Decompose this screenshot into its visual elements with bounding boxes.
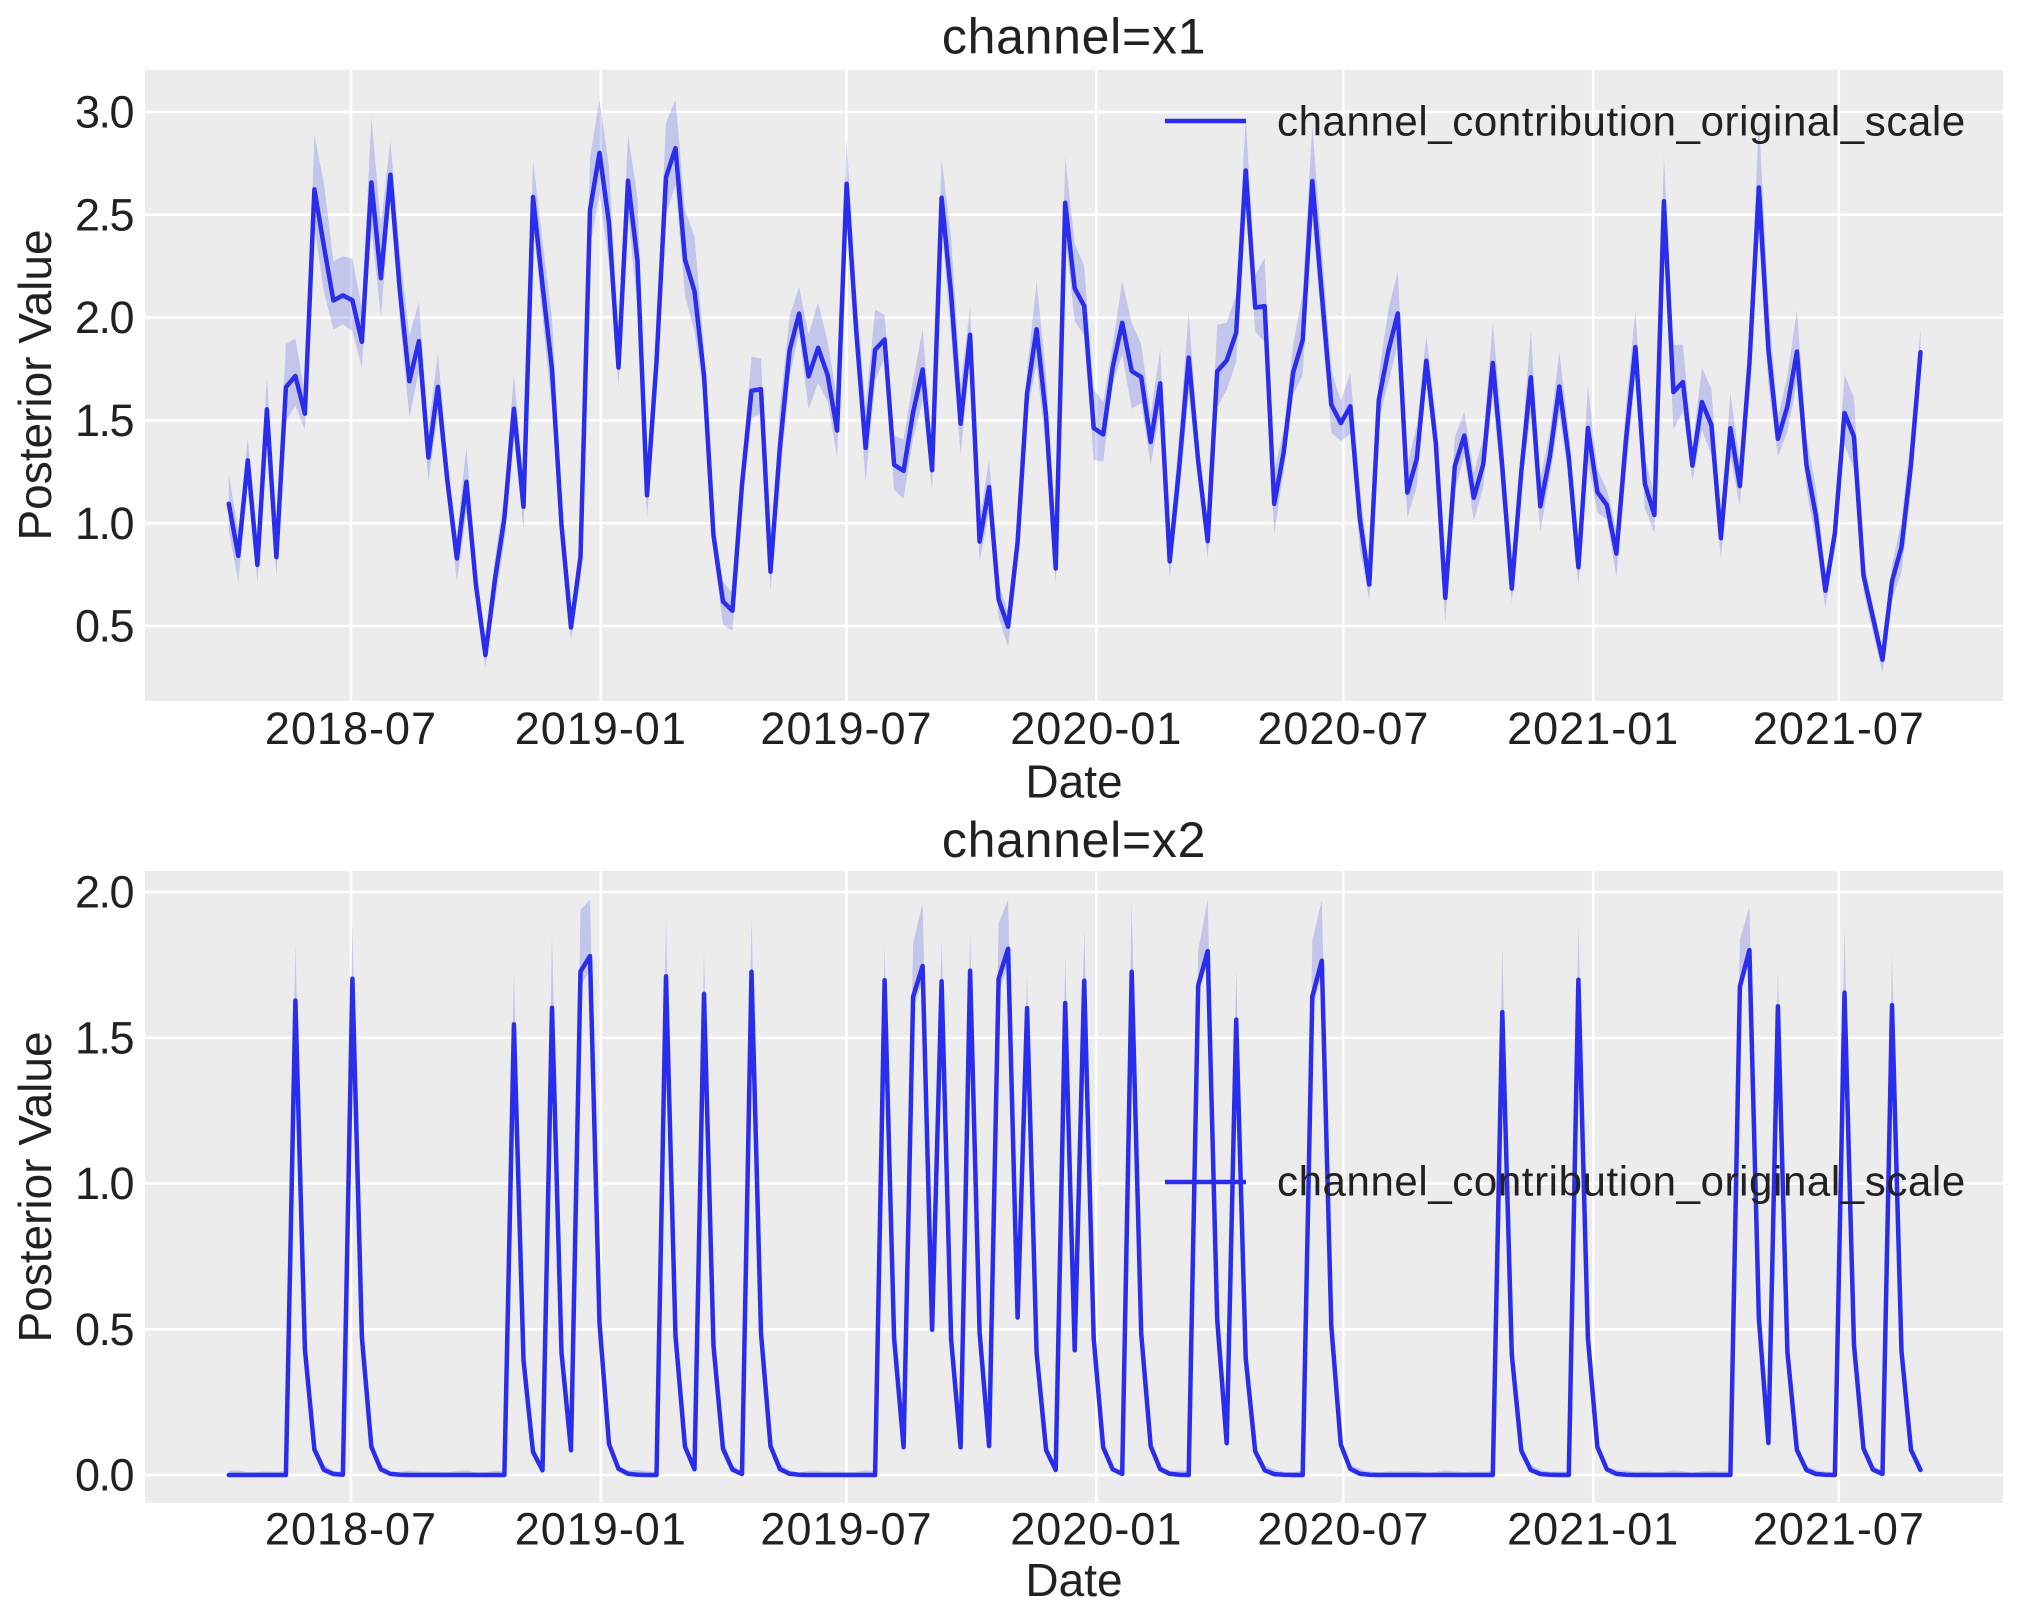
svg-text:0.5: 0.5 [75, 1304, 134, 1355]
svg-text:1.0: 1.0 [75, 1158, 134, 1209]
svg-text:2018-07: 2018-07 [265, 703, 437, 754]
svg-text:2020-01: 2020-01 [1010, 1504, 1182, 1555]
svg-text:1.0: 1.0 [75, 498, 134, 549]
svg-text:1.5: 1.5 [75, 1012, 134, 1063]
svg-text:Date: Date [1025, 756, 1122, 808]
svg-text:channel_contribution_original_: channel_contribution_original_scale [1277, 98, 1966, 145]
svg-text:channel_contribution_original_: channel_contribution_original_scale [1277, 1158, 1966, 1205]
svg-text:3.0: 3.0 [75, 87, 134, 138]
svg-text:2.0: 2.0 [75, 292, 134, 343]
svg-text:2020-01: 2020-01 [1010, 703, 1182, 754]
svg-text:1.5: 1.5 [75, 395, 134, 446]
svg-text:2019-07: 2019-07 [760, 1504, 932, 1555]
svg-text:channel=x1: channel=x1 [942, 9, 1206, 65]
svg-text:0.0: 0.0 [75, 1450, 134, 1501]
svg-text:channel=x2: channel=x2 [942, 812, 1206, 868]
svg-text:Posterior Value: Posterior Value [9, 1031, 61, 1342]
svg-text:2019-01: 2019-01 [515, 1504, 687, 1555]
svg-text:2019-01: 2019-01 [515, 703, 687, 754]
svg-text:2021-01: 2021-01 [1507, 703, 1679, 754]
svg-text:2018-07: 2018-07 [265, 1504, 437, 1555]
svg-text:Date: Date [1025, 1554, 1122, 1606]
svg-text:2021-07: 2021-07 [1753, 703, 1925, 754]
svg-text:2020-07: 2020-07 [1257, 703, 1429, 754]
svg-text:Posterior Value: Posterior Value [9, 229, 61, 540]
svg-text:2019-07: 2019-07 [760, 703, 932, 754]
svg-text:2021-07: 2021-07 [1753, 1504, 1925, 1555]
svg-text:0.5: 0.5 [75, 601, 134, 652]
svg-text:2.0: 2.0 [75, 867, 134, 918]
svg-text:2.5: 2.5 [75, 189, 134, 240]
svg-text:2021-01: 2021-01 [1507, 1504, 1679, 1555]
svg-text:2020-07: 2020-07 [1257, 1504, 1429, 1555]
